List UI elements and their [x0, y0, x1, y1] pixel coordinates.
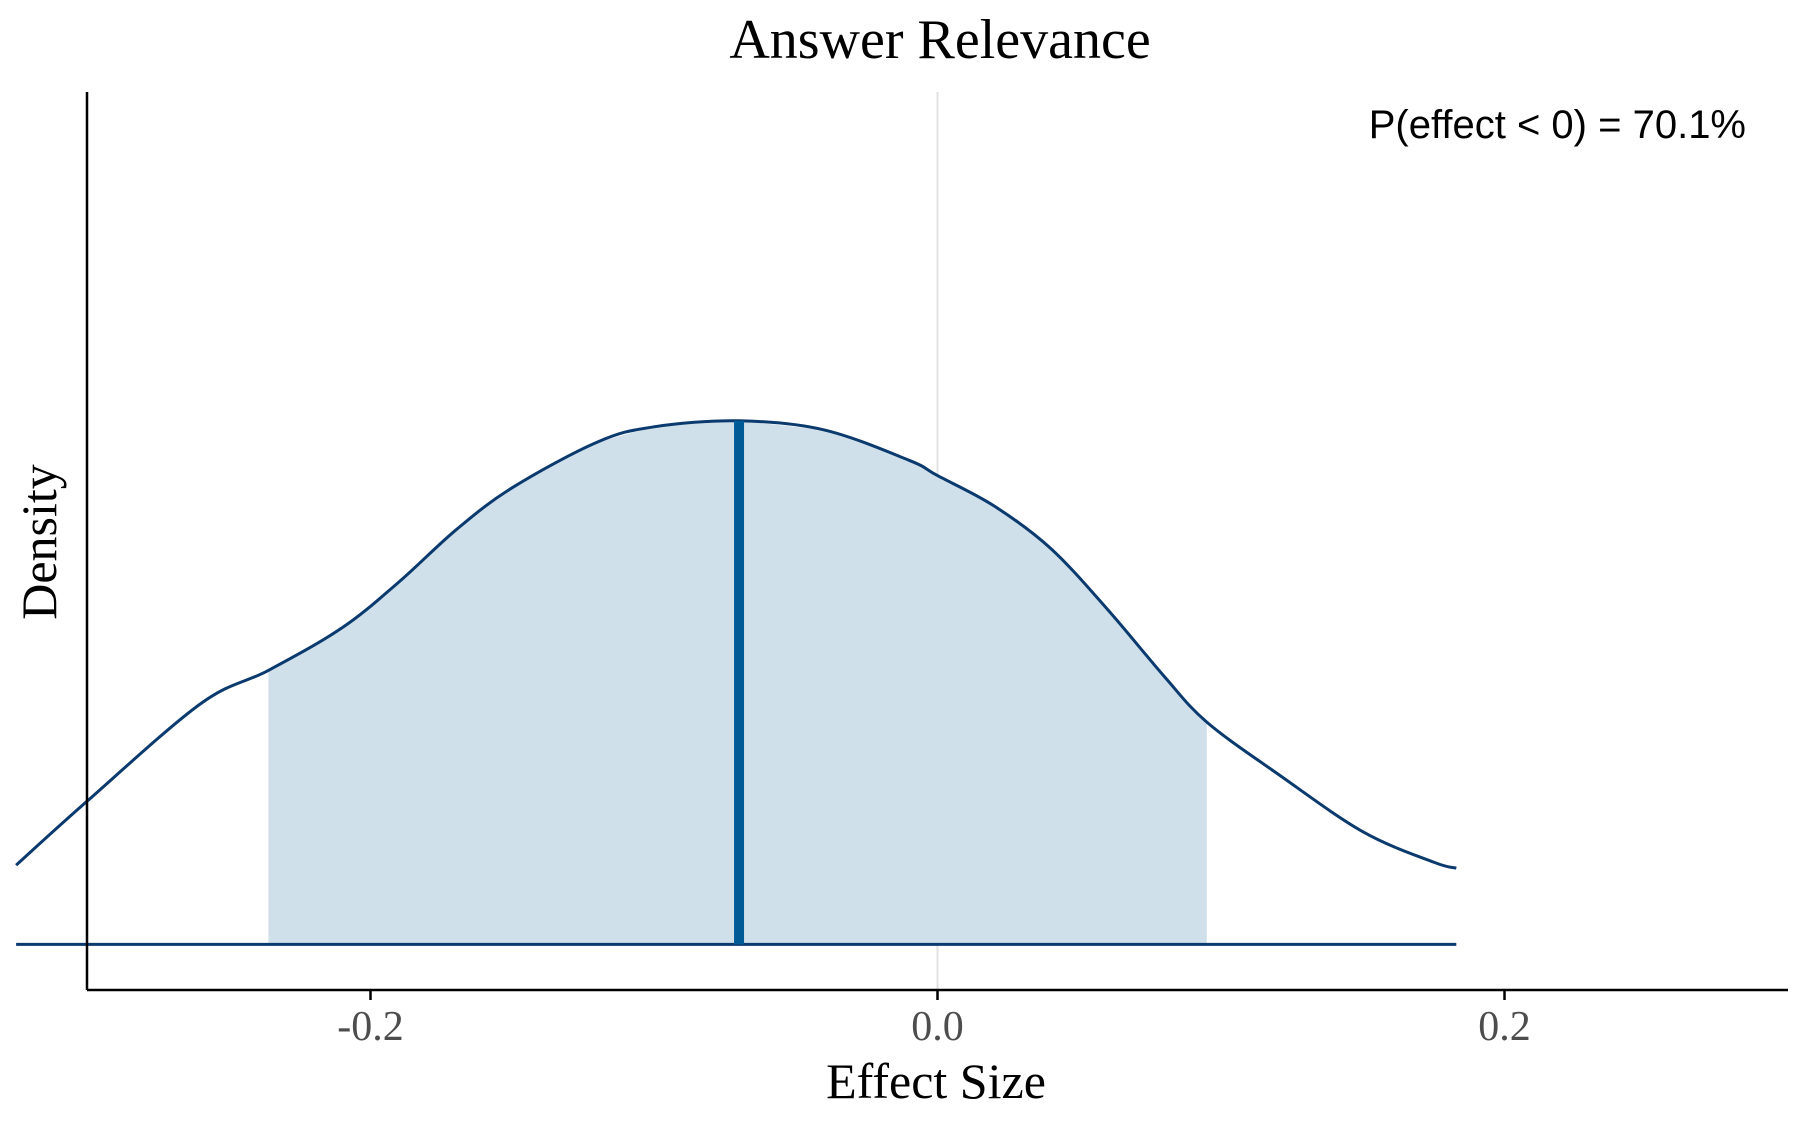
chart-title: Answer Relevance: [729, 9, 1150, 71]
density-curve: [15, 419, 1457, 870]
x-tick-label: -0.2: [337, 1004, 404, 1050]
y-axis-label: Density: [11, 464, 67, 620]
probability-annotation: P(effect < 0) = 70.1%: [1369, 103, 1746, 147]
x-axis-label: Effect Size: [826, 1053, 1046, 1109]
plot-area: [15, 92, 1457, 990]
x-tick-label: 0.2: [1478, 1004, 1531, 1050]
x-tick-label: 0.0: [911, 1004, 964, 1050]
axes: -0.2 0.0 0.2: [85, 92, 1788, 1050]
